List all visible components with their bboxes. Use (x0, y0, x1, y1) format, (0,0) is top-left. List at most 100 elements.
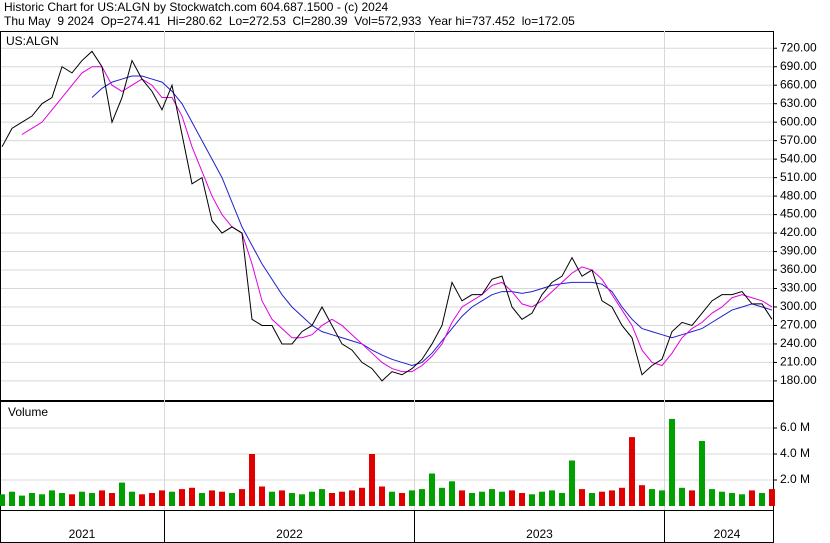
y-tick-label: 390.00 (780, 244, 817, 258)
volume-bar (479, 491, 485, 506)
volume-bar (719, 491, 725, 506)
volume-bar (219, 491, 225, 506)
volume-bar (539, 491, 545, 506)
volume-bar (89, 493, 95, 506)
volume-bar (0, 494, 5, 506)
volume-bar (639, 485, 645, 506)
volume-bar (269, 491, 275, 506)
chart-title: Historic Chart for US:ALGN by Stockwatch… (4, 0, 388, 14)
volume-bar (739, 494, 745, 506)
volume-bar (399, 493, 405, 506)
y-tick-label: 300.00 (780, 299, 817, 313)
x-tick-label: 2022 (276, 527, 303, 541)
y-tick-label: 360.00 (780, 262, 817, 276)
x-axis-panel (0, 510, 774, 543)
y-tick-label: 420.00 (780, 225, 817, 239)
volume-bar (319, 489, 325, 506)
volume-bar (529, 494, 535, 506)
volume-bar (579, 489, 585, 506)
volume-bar (79, 491, 85, 506)
volume-bar (229, 493, 235, 506)
volume-bar (249, 454, 255, 506)
volume-bar (379, 486, 385, 506)
volume-bar (559, 493, 565, 506)
price-line (1, 50, 773, 382)
volume-bar (389, 491, 395, 506)
y-tick-label: 660.00 (780, 77, 817, 91)
volume-bar (769, 489, 775, 506)
volume-bar (49, 490, 55, 506)
volume-bar (629, 437, 635, 506)
volume-bar (109, 493, 115, 506)
volume-bar (99, 490, 105, 506)
volume-bar (449, 481, 455, 506)
volume-bar (289, 493, 295, 506)
volume-bar (469, 493, 475, 506)
volume-bar (259, 486, 265, 506)
volume-bar (299, 494, 305, 506)
volume-bar (169, 491, 175, 506)
volume-bar (359, 487, 365, 506)
volume-bar (459, 490, 465, 506)
y2-tick-label: 6.0 M (780, 420, 810, 434)
volume-bar (39, 494, 45, 506)
volume-bar (709, 489, 715, 506)
y-tick-label: 510.00 (780, 170, 817, 184)
volume-bar (619, 487, 625, 506)
volume-bar (749, 490, 755, 506)
volume-bar (139, 494, 145, 506)
volume-bar (679, 487, 685, 506)
legend-label: US:ALGN (6, 34, 59, 48)
volume-bar (759, 493, 765, 506)
volume-bar (669, 418, 675, 506)
volume-bar (589, 493, 595, 506)
y-tick-label: 600.00 (780, 114, 817, 128)
y-tick-label: 570.00 (780, 133, 817, 147)
volume-bar (129, 491, 135, 506)
volume-bar (509, 490, 515, 506)
volume-bar (329, 493, 335, 506)
x-tick-label: 2023 (526, 527, 553, 541)
y-tick-label: 630.00 (780, 96, 817, 110)
volume-bar (349, 490, 355, 506)
volume-bar (339, 491, 345, 506)
volume-bar (9, 491, 15, 506)
y-tick-label: 240.00 (780, 336, 817, 350)
volume-bar (499, 491, 505, 506)
volume-bar (199, 493, 205, 506)
volume-bar (489, 489, 495, 506)
y2-tick-label: 4.0 M (780, 446, 810, 460)
y-tick-label: 480.00 (780, 188, 817, 202)
volume-bar (599, 491, 605, 506)
volume-bar (69, 494, 75, 506)
volume-bar (549, 490, 555, 506)
volume-bar (279, 490, 285, 506)
volume-bar (159, 490, 165, 506)
volume-bar (729, 493, 735, 506)
volume-label: Volume (8, 405, 48, 419)
volume-bar (149, 493, 155, 506)
x-tick-label: 2021 (69, 527, 96, 541)
volume-bar (649, 489, 655, 506)
y2-tick-label: 2.0 M (780, 472, 810, 486)
volume-panel (0, 401, 774, 511)
volume-bar (609, 490, 615, 506)
price-line (21, 66, 773, 373)
volume-bar (409, 490, 415, 506)
volume-bar (19, 495, 25, 506)
y-tick-label: 210.00 (780, 355, 817, 369)
volume-bar (419, 489, 425, 506)
volume-bar (209, 490, 215, 506)
y-tick-label: 180.00 (780, 373, 817, 387)
chart-subtitle: Thu May 9 2024 Op=274.41 Hi=280.62 Lo=27… (4, 14, 575, 28)
volume-bar (569, 460, 575, 506)
volume-bar (179, 489, 185, 506)
x-tick-label: 2024 (714, 527, 741, 541)
volume-bar (429, 473, 435, 506)
volume-bar (239, 489, 245, 506)
volume-bar (369, 454, 375, 506)
volume-bar (439, 487, 445, 506)
volume-bar (29, 493, 35, 506)
y-tick-label: 690.00 (780, 59, 817, 73)
